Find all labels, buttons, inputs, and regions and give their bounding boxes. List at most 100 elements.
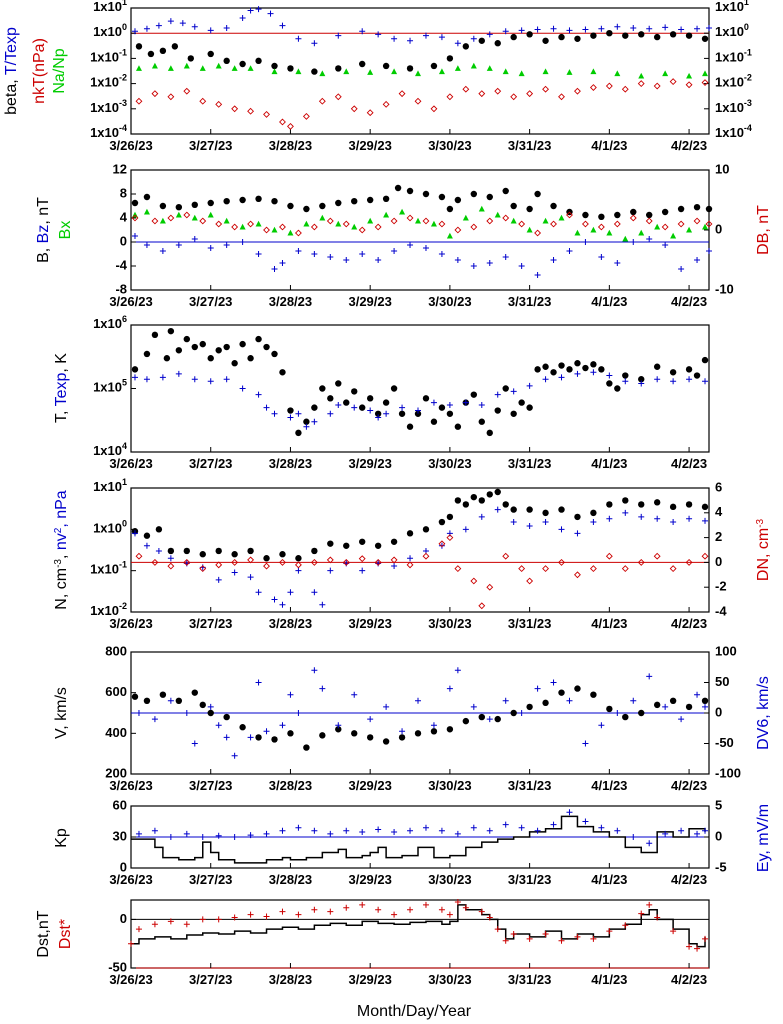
data-point <box>311 404 318 411</box>
x-tick-label: 3/28/23 <box>269 294 312 309</box>
data-point <box>359 538 366 545</box>
data-point <box>446 530 453 537</box>
data-point <box>574 35 581 42</box>
data-point <box>167 562 175 570</box>
data-point <box>415 217 422 224</box>
y-axis-label: V, km/s <box>53 687 70 739</box>
data-point <box>415 697 422 704</box>
right-tick-label: 4 <box>715 504 723 519</box>
data-point <box>143 697 151 704</box>
series-1 <box>131 205 709 242</box>
data-point <box>207 211 214 218</box>
data-point <box>279 601 286 608</box>
data-point <box>175 211 182 218</box>
y-axis-label: T, Texp, K <box>53 353 70 423</box>
x-tick-label: 4/2/23 <box>671 778 707 793</box>
right-tick-label: -10 <box>715 281 734 296</box>
data-point <box>550 202 557 210</box>
panel-frame <box>130 899 710 969</box>
right-axis-label-run-1: -3 <box>755 518 766 527</box>
data-point <box>359 829 366 836</box>
data-point <box>462 214 469 221</box>
data-point <box>662 830 669 837</box>
data-point <box>486 260 493 266</box>
series-0 <box>131 184 713 220</box>
data-point <box>159 691 167 698</box>
data-point <box>606 501 613 508</box>
data-point <box>526 31 533 38</box>
data-point <box>581 220 589 228</box>
data-point <box>494 926 501 933</box>
data-point <box>375 906 382 913</box>
data-point <box>167 18 174 25</box>
data-point <box>407 827 414 834</box>
data-point <box>335 199 342 207</box>
data-point <box>582 239 589 245</box>
x-tick-label: 3/26/23 <box>109 778 152 793</box>
data-point <box>271 350 278 358</box>
data-point <box>399 208 406 215</box>
y-tick-label: 1x10-3 <box>90 98 127 115</box>
data-point <box>558 93 565 101</box>
data-point <box>705 220 713 228</box>
data-point <box>454 65 461 71</box>
data-point <box>310 223 318 231</box>
x-tick-label: 3/27/23 <box>189 778 232 793</box>
y-axis-label-run-1: Bz <box>35 225 52 244</box>
panels: 1x1011x1001x10-11x10-21x10-31x10-41x1011… <box>3 0 772 987</box>
data-point <box>335 65 342 72</box>
data-point <box>391 911 398 918</box>
data-point <box>358 555 366 563</box>
y-tick-label: -4 <box>115 257 127 272</box>
data-point <box>343 827 350 834</box>
data-point <box>582 211 589 219</box>
data-point <box>143 532 151 539</box>
data-point <box>247 574 254 581</box>
data-point <box>566 366 573 373</box>
series-3 <box>135 78 709 130</box>
data-point <box>155 22 162 29</box>
data-point <box>430 105 438 113</box>
data-point <box>558 689 565 696</box>
data-point <box>391 562 398 569</box>
data-point <box>231 569 238 576</box>
data-point <box>526 90 534 98</box>
x-tick-label: 3/31/23 <box>508 872 551 887</box>
data-point <box>550 25 557 32</box>
x-tick-label: 3/31/23 <box>508 138 551 153</box>
data-point <box>574 513 581 521</box>
data-point <box>271 62 278 70</box>
data-point <box>255 679 262 686</box>
data-point <box>335 722 342 729</box>
data-point <box>255 57 262 65</box>
data-point <box>391 35 398 42</box>
series-3 <box>131 211 713 237</box>
data-point <box>398 734 406 741</box>
data-point <box>131 214 139 222</box>
data-point <box>701 79 709 86</box>
data-point <box>223 57 230 65</box>
y-tick-label: 1x100 <box>93 519 127 536</box>
y-tick-label: 12 <box>113 161 127 176</box>
data-point <box>494 506 501 513</box>
data-point <box>462 526 469 533</box>
data-point <box>438 827 445 834</box>
data-point <box>159 47 167 55</box>
data-point <box>590 369 597 376</box>
data-point <box>637 558 645 566</box>
data-point <box>231 223 239 231</box>
x-tick-label: 3/29/23 <box>348 138 391 153</box>
data-point <box>247 220 255 228</box>
data-point <box>542 519 549 526</box>
data-point <box>311 906 318 913</box>
data-point <box>223 25 230 32</box>
data-point <box>694 257 701 263</box>
x-tick-label: 4/1/23 <box>591 294 627 309</box>
x-tick-label: 3/30/23 <box>428 616 471 631</box>
data-point <box>574 571 581 579</box>
data-point <box>669 503 677 511</box>
x-tick-label: 3/29/23 <box>348 456 391 471</box>
x-tick-label: 4/1/23 <box>591 778 627 793</box>
data-point <box>430 418 438 425</box>
x-tick-label: 3/27/23 <box>189 456 232 471</box>
